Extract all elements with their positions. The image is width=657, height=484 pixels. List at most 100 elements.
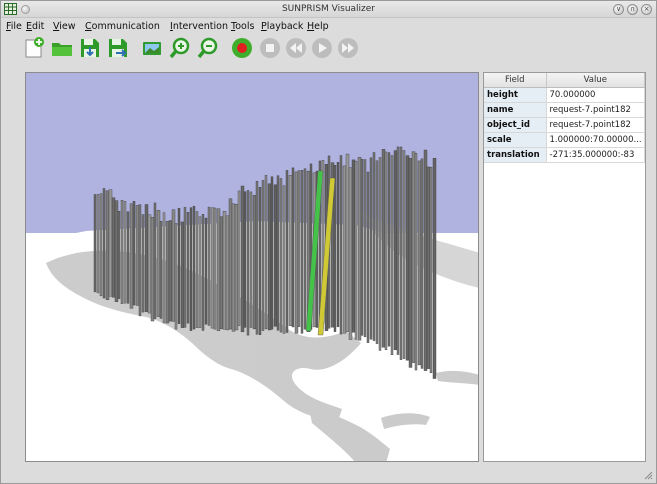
scene-bar [171,209,176,322]
scene-bar [213,207,217,330]
scene-bar [201,214,205,331]
menu-playback[interactable]: Playback [261,21,304,32]
save-as-icon[interactable] [107,37,129,59]
value-column-header[interactable]: Value [546,73,645,88]
scene-bar [162,212,166,324]
scene-bar [291,167,295,328]
close-button[interactable]: × [641,4,652,15]
value-cell[interactable]: request-7.point182 [546,117,645,133]
pin-icon[interactable] [21,5,30,14]
menu-view[interactable]: View [53,21,76,32]
scene-bar [366,171,370,343]
scene-bar [300,170,304,334]
value-cell[interactable]: 1.000000:70.00000... [546,132,645,148]
resize-grip-icon[interactable] [643,470,653,480]
scene-bar [102,188,106,299]
scene-bar [336,162,340,328]
menu-intervention[interactable]: Intervention [170,21,228,32]
scene-bar [252,195,257,330]
scene-bar [240,185,245,333]
scene-bar [228,198,233,330]
new-document-icon[interactable] [23,37,45,59]
table-row[interactable]: height 70.000000 [484,87,645,103]
3d-scene[interactable] [26,73,479,462]
menu-tools[interactable]: Tools [231,21,255,32]
menu-edit[interactable]: Edit [26,21,45,32]
selected-bar-green[interactable] [305,170,324,332]
scene-bar [132,201,136,306]
table-row[interactable]: name request-7.point182 [484,102,645,118]
menu-help[interactable]: Help [307,21,329,32]
scene-bar [210,207,215,329]
scene-bar [354,160,358,340]
record-icon[interactable] [231,37,253,59]
menu-bar: File Edit View Communication Interventio… [1,19,656,35]
title-bar[interactable]: SUNPRISM Visualizer ∨ ∩ × [1,1,656,18]
menu-file[interactable]: File [6,21,22,32]
field-column-header[interactable]: Field [484,73,547,88]
scene-bar [183,207,187,328]
screenshot-icon[interactable] [141,37,163,59]
save-icon[interactable] [79,37,101,59]
scene-bar [375,160,379,344]
scene-bar [117,211,121,299]
table-row[interactable]: translation -271:35.000000:-83 [484,147,645,163]
rewind-icon[interactable] [285,37,307,59]
scene-bar [420,158,424,369]
scene-bar [363,159,367,338]
scene-bar [105,190,110,300]
scene-bar [339,155,343,335]
scene-bar [261,180,265,331]
zoom-out-icon[interactable] [197,37,219,59]
scene-bar [342,165,347,334]
scene-bar [168,220,173,322]
scene-bar [390,155,394,356]
scene-bar [264,175,268,330]
value-cell[interactable]: -271:35.000000:-83 [546,147,645,163]
3d-viewport[interactable] [25,72,479,462]
scene-bar [153,202,157,319]
scene-bar [237,190,241,326]
scene-bar [357,156,362,341]
scene-bar [141,214,145,313]
fast-forward-icon[interactable] [337,37,359,59]
play-icon[interactable] [311,37,333,59]
open-folder-icon[interactable] [51,37,73,59]
scene-bar [129,203,134,309]
scene-bar [384,151,388,351]
selected-bar-yellow[interactable] [317,177,336,336]
scene-bar [303,168,307,330]
maximize-button[interactable]: ∩ [627,4,638,15]
scene-bar [426,166,431,369]
stop-icon[interactable] [259,37,281,59]
scene-bar [297,170,301,327]
field-cell: object_id [484,117,547,133]
menu-communication[interactable]: Communication [85,21,160,32]
scene-bar [432,158,437,379]
scene-bar [150,217,155,322]
zoom-in-icon[interactable] [169,37,191,59]
scene-bar [333,165,337,332]
scene-bar [138,204,142,317]
scene-bar [174,223,178,330]
scene-bar [108,189,113,297]
scene-bar [267,183,272,331]
scene-bar [387,152,391,347]
scene-bar [231,203,236,332]
scene-bar [411,151,416,363]
bar-field [93,146,437,379]
scene-bar [378,157,382,351]
field-cell: name [484,102,547,118]
scene-bar [180,221,185,328]
scene-bar [399,146,403,360]
value-cell[interactable]: 70.000000 [546,87,645,103]
scene-bar [288,175,293,326]
value-cell[interactable]: request-7.point182 [546,102,645,118]
scene-bar [381,149,386,348]
table-row[interactable]: object_id request-7.point182 [484,117,645,133]
scene-bar [372,152,376,341]
shade-button[interactable]: ∨ [613,4,624,15]
scene-bar [195,211,199,328]
table-row[interactable]: scale 1.000000:70.00000... [484,132,645,148]
